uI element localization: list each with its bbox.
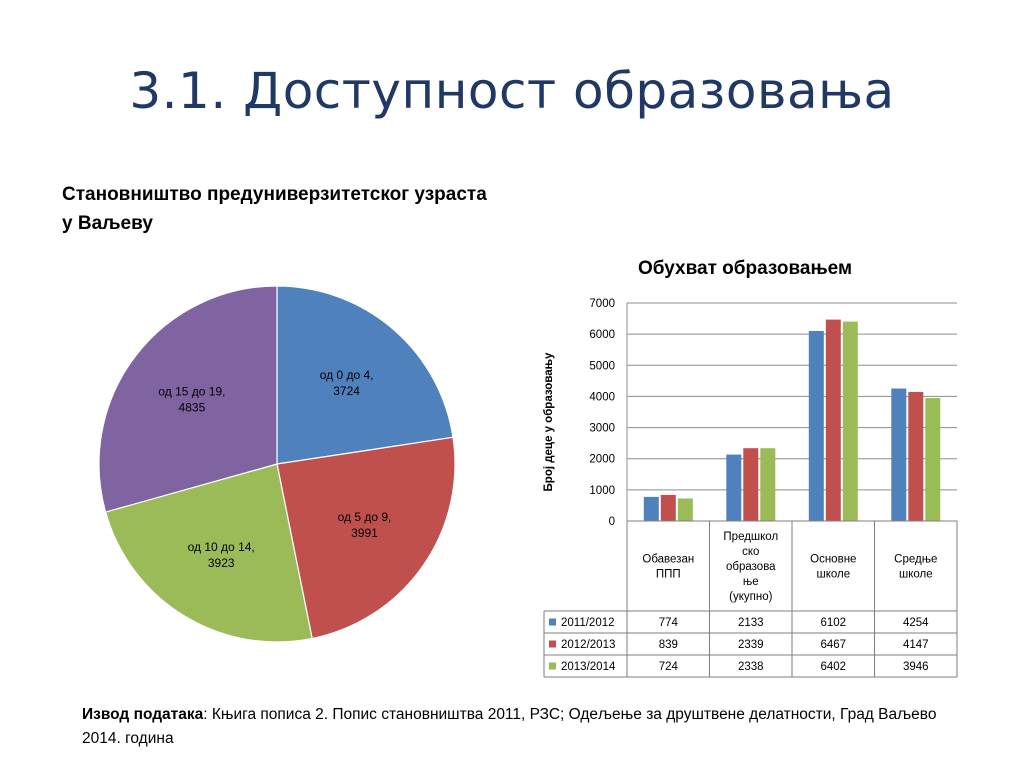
- category-label-1-3: ње: [743, 576, 759, 588]
- category-label-1-2: образова: [726, 561, 776, 573]
- pie-slice-label-2: од 10 до 14,: [188, 540, 255, 554]
- y-tick-label-3: 3000: [589, 423, 615, 435]
- table-value-s2-c1: 2338: [738, 661, 764, 673]
- bar-s1-c3: [908, 391, 924, 521]
- table-value-s1-c3: 4147: [903, 639, 929, 651]
- table-value-s0-c3: 4254: [903, 617, 929, 629]
- bar-s0-c0: [643, 496, 659, 521]
- y-tick-label-6: 6000: [589, 329, 615, 341]
- pie-slice-1: [276, 436, 456, 640]
- pie-chart: од 0 до 4, 3724 од 5 до 9, 3991 од 10 до 14,…: [98, 285, 456, 643]
- table-value-s2-c2: 6402: [821, 661, 847, 673]
- category-label-1-0: Предшкол: [723, 531, 778, 543]
- source-note: Извод података: Књига пописа 2. Попис ст…: [82, 703, 962, 751]
- y-tick-label-7: 7000: [589, 298, 615, 310]
- table-value-s2-c0: 724: [659, 661, 679, 673]
- category-label-1-1: ско: [742, 546, 759, 558]
- pie-slice-value-2: 3923: [208, 556, 235, 570]
- series-name-0: 2011/2012: [561, 617, 615, 629]
- pie-slice-value-1: 3991: [351, 526, 378, 540]
- y-tick-label-2: 2000: [589, 454, 615, 466]
- bar-s1-c2: [825, 319, 841, 521]
- y-tick-label-1: 1000: [589, 485, 615, 497]
- bar-s0-c3: [891, 388, 907, 521]
- table-value-s0-c0: 774: [659, 617, 679, 629]
- y-tick-label-5: 5000: [589, 360, 615, 372]
- category-label-3-0: Средње: [894, 554, 937, 566]
- table-value-s0-c2: 6102: [821, 617, 847, 629]
- legend-key-1: [549, 640, 556, 648]
- category-label-0-1: ППП: [656, 569, 681, 581]
- bar-s2-c1: [760, 448, 776, 521]
- slide-title: 3.1. Доступност образовања: [129, 62, 895, 120]
- pie-slice-0: [276, 285, 454, 465]
- source-label: Извод података: [82, 706, 204, 723]
- category-label-2-0: Основне: [810, 554, 856, 566]
- y-tick-label-0: 0: [609, 516, 615, 528]
- category-label-3-1: школе: [899, 569, 933, 581]
- table-value-s1-c2: 6467: [821, 639, 847, 651]
- pie-slice-label-1: од 5 до 9,: [338, 510, 392, 524]
- bar-chart: 0 1000 2000 3000 4000 5000 6000 7000 Број деце у…: [543, 298, 958, 678]
- pie-chart-title: Становништво предуниверзитетског узраста…: [62, 184, 487, 234]
- pie-slice-value-3: 4835: [179, 401, 206, 415]
- bar-s1-c1: [743, 448, 759, 521]
- pie-slice-label-3: од 15 до 19,: [158, 385, 225, 399]
- category-label-2-1: школе: [816, 569, 850, 581]
- series-name-2: 2013/2014: [561, 661, 616, 673]
- pie-slice-label-0: од 0 до 4,: [320, 368, 374, 382]
- pie-slice-2: [104, 463, 313, 643]
- table-value-s0-c1: 2133: [738, 617, 764, 629]
- table-value-s2-c3: 3946: [903, 661, 929, 673]
- y-axis-label: Број деце у образовању: [543, 352, 555, 492]
- bar-s2-c3: [925, 398, 941, 521]
- category-label-1-4: (укупно): [729, 591, 772, 603]
- bar-s0-c1: [726, 454, 742, 521]
- pie-slice-3: [98, 285, 278, 513]
- bar-s0-c2: [808, 331, 824, 521]
- legend-key-0: [549, 618, 556, 626]
- bar-chart-title: Обухват образовањем: [637, 258, 853, 279]
- bar-s1-c0: [660, 494, 676, 521]
- category-label-0-0: Обавезан: [642, 554, 694, 566]
- legend-key-2: [549, 662, 556, 670]
- y-tick-label-4: 4000: [589, 391, 615, 403]
- bar-s2-c2: [842, 321, 858, 521]
- table-value-s1-c1: 2339: [738, 639, 764, 651]
- bar-s2-c0: [677, 498, 693, 521]
- series-name-1: 2012/2013: [561, 639, 615, 651]
- pie-slice-value-0: 3724: [333, 384, 360, 398]
- source-text: : Књига пописа 2. Попис становништва 201…: [82, 706, 937, 747]
- table-value-s1-c0: 839: [659, 639, 678, 651]
